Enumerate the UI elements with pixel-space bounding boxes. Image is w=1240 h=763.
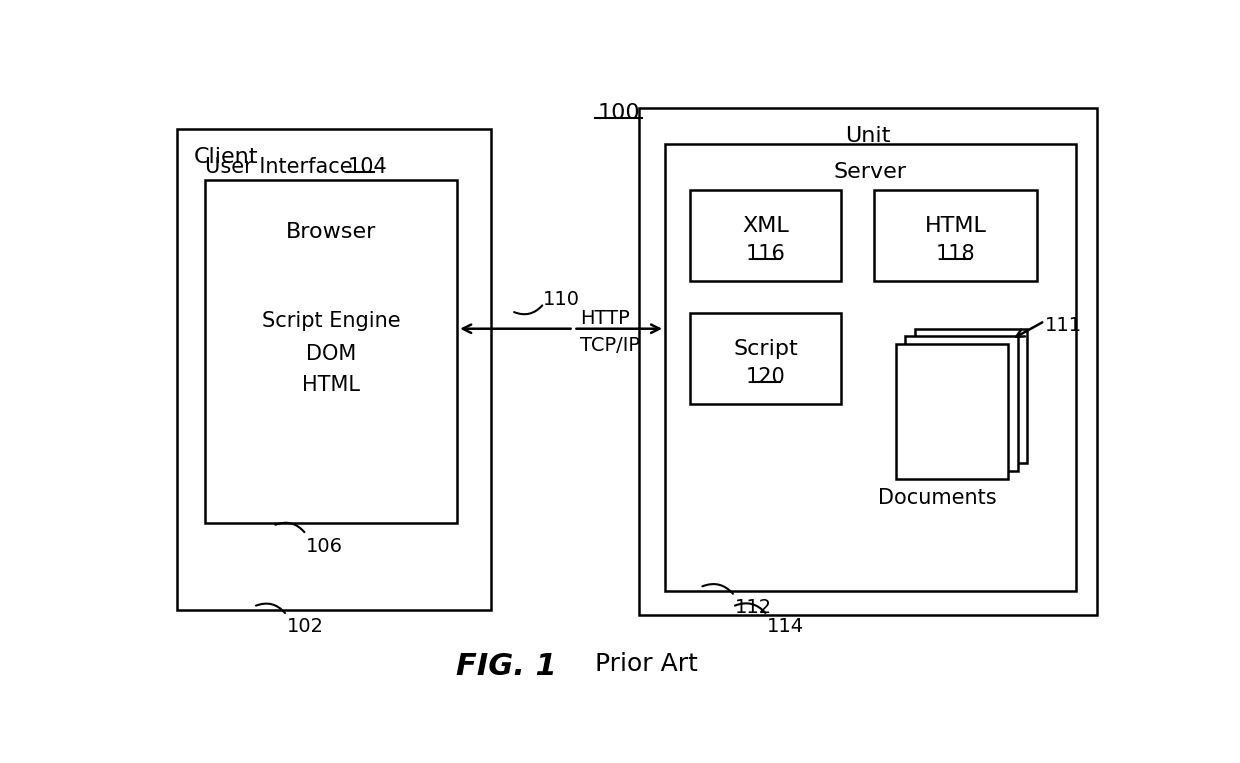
Text: XML: XML <box>743 216 789 237</box>
Text: Script: Script <box>733 340 799 359</box>
Text: 116: 116 <box>745 244 786 264</box>
Text: Prior Art: Prior Art <box>595 652 698 676</box>
Text: HTML: HTML <box>301 375 360 395</box>
Text: 110: 110 <box>543 290 579 309</box>
Text: HTTP: HTTP <box>580 310 630 328</box>
Text: 104: 104 <box>347 157 387 177</box>
Text: Documents: Documents <box>878 488 997 508</box>
Text: Unit: Unit <box>846 126 890 146</box>
Text: Client: Client <box>193 147 258 167</box>
Bar <box>689 314 841 404</box>
Text: HTML: HTML <box>925 216 987 237</box>
Text: 111: 111 <box>1044 317 1081 336</box>
Bar <box>895 344 1008 479</box>
Text: 106: 106 <box>306 536 343 555</box>
Text: User Interface: User Interface <box>206 157 353 177</box>
Text: 100: 100 <box>598 103 640 123</box>
Text: TCP/IP: TCP/IP <box>580 336 640 355</box>
Bar <box>665 144 1076 591</box>
Text: Script Engine: Script Engine <box>262 311 401 331</box>
Text: 114: 114 <box>768 617 805 636</box>
Bar <box>874 190 1037 281</box>
Text: 102: 102 <box>286 617 324 636</box>
Bar <box>206 180 458 523</box>
Text: 112: 112 <box>734 598 771 617</box>
Text: DOM: DOM <box>306 344 356 364</box>
Bar <box>640 108 1096 615</box>
Text: Browser: Browser <box>285 223 376 243</box>
Text: 120: 120 <box>745 367 786 387</box>
Bar <box>176 128 491 610</box>
Text: Server: Server <box>833 163 906 182</box>
Text: FIG. 1: FIG. 1 <box>456 652 557 681</box>
Text: 118: 118 <box>936 244 976 264</box>
Bar <box>905 336 1018 472</box>
Bar <box>689 190 841 281</box>
Bar <box>915 329 1027 463</box>
